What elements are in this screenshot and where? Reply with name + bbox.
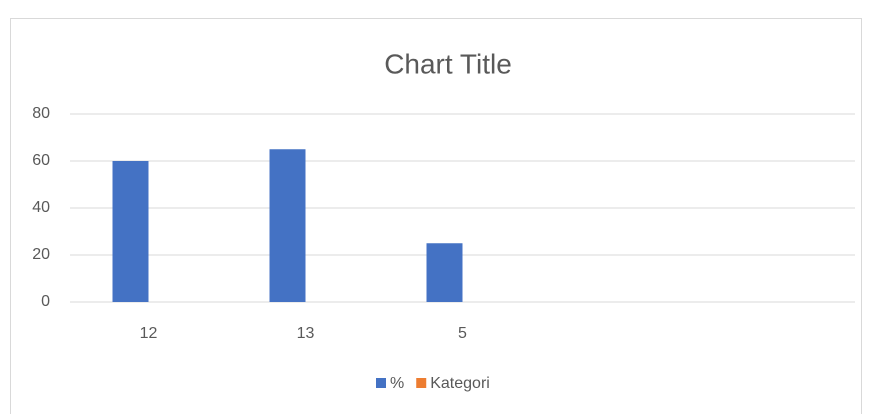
legend-label: Kategori <box>430 375 490 392</box>
y-tick-label: 0 <box>41 293 50 310</box>
y-tick-label: 40 <box>32 199 50 216</box>
y-tick-label: 20 <box>32 246 50 263</box>
chart-title: Chart Title <box>384 48 512 79</box>
x-tick-label: 5 <box>458 325 467 342</box>
chart-frame <box>10 18 862 414</box>
x-tick-label: 12 <box>140 325 158 342</box>
legend-swatch <box>416 378 427 388</box>
bar <box>426 243 463 302</box>
y-tick-label: 80 <box>32 105 50 122</box>
bar <box>112 161 149 302</box>
y-tick-label: 60 <box>32 152 50 169</box>
x-tick-label: 13 <box>297 325 315 342</box>
bar <box>269 149 306 302</box>
legend-label: % <box>390 375 404 392</box>
legend-swatch <box>376 378 386 388</box>
